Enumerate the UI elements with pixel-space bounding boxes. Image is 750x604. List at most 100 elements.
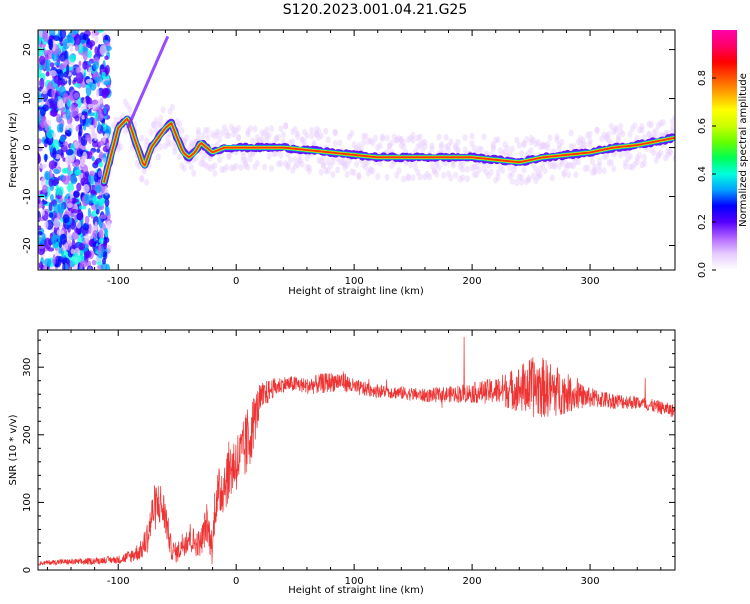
heatmap-cell <box>72 162 80 168</box>
heatmap-cell <box>278 125 284 133</box>
heatmap-cell <box>556 162 562 170</box>
heatmap-cell <box>205 127 211 134</box>
spectrogram-frame <box>37 29 676 271</box>
heatmap-cell <box>210 130 216 138</box>
heatmap-cell <box>528 134 534 142</box>
heatmap-cell <box>205 133 211 141</box>
heatmap-cell <box>247 125 253 132</box>
heatmap-cell <box>502 148 508 156</box>
heatmap-cell <box>578 135 584 142</box>
heatmap-cell <box>67 202 73 208</box>
heatmap-cell <box>526 149 532 157</box>
heatmap-cell <box>299 136 305 144</box>
heatmap-cell <box>568 143 574 151</box>
heatmap-cell <box>259 129 265 137</box>
heatmap-cell <box>93 132 98 142</box>
heatmap-cell <box>431 166 437 174</box>
heatmap-cell <box>76 182 82 192</box>
heatmap-cell <box>608 159 614 167</box>
heatmap-cell <box>295 133 300 141</box>
heatmap-cell <box>535 173 541 181</box>
heatmap-cell <box>113 116 119 124</box>
heatmap-cell <box>243 160 249 168</box>
heatmap-cell <box>670 128 675 136</box>
heatmap-cell <box>158 143 164 151</box>
heatmap-cell <box>398 135 404 143</box>
heatmap-cell <box>651 149 657 157</box>
heatmap-cell <box>446 146 451 154</box>
heatmap-cell <box>672 154 675 162</box>
heatmap-cell <box>410 136 416 144</box>
heatmap-cell <box>250 150 256 158</box>
heatmap-cell <box>361 133 367 140</box>
heatmap-cell <box>104 227 108 234</box>
heatmap-cell <box>455 146 461 154</box>
heatmap-cell <box>221 166 227 173</box>
heatmap-cell <box>656 151 661 158</box>
heatmap-cell <box>514 179 520 187</box>
heatmap-cell <box>74 44 80 52</box>
heatmap-cell <box>85 97 93 105</box>
heatmap-cell <box>94 36 99 44</box>
heatmap-cell <box>84 193 91 205</box>
y-tick-label: 10 <box>22 92 33 105</box>
heatmap-cell <box>57 70 64 81</box>
heatmap-cell <box>408 134 414 142</box>
heatmap-cell <box>646 130 652 138</box>
heatmap-cell <box>38 196 41 204</box>
heatmap-cell <box>103 251 108 260</box>
heatmap-cell <box>556 145 562 152</box>
heatmap-cell <box>100 262 108 270</box>
heatmap-cell <box>641 154 647 161</box>
heatmap-cell <box>188 163 194 171</box>
heatmap-cell <box>389 162 395 170</box>
heatmap-cell <box>90 99 99 105</box>
heatmap-cell <box>49 194 54 202</box>
heatmap-cell <box>538 171 543 179</box>
heatmap-cell <box>582 165 588 172</box>
heatmap-cell <box>247 150 253 158</box>
heatmap-cell <box>495 173 501 181</box>
heatmap-cell <box>658 149 664 157</box>
heatmap-cell <box>507 172 513 180</box>
heatmap-cell <box>98 221 103 229</box>
heatmap-cell <box>625 155 631 163</box>
heatmap-cell <box>42 30 49 43</box>
heatmap-cell <box>472 170 477 178</box>
heatmap-cell <box>481 133 487 141</box>
heatmap-cell <box>39 163 47 169</box>
heatmap-cell <box>304 154 310 162</box>
heatmap-cell <box>79 39 87 44</box>
heatmap-cell <box>545 140 551 148</box>
heatmap-cell <box>627 163 633 171</box>
heatmap-cell <box>325 158 331 166</box>
heatmap-cell <box>533 140 539 148</box>
heatmap-cell <box>656 152 661 160</box>
heatmap-cell <box>250 137 256 145</box>
heatmap-cell <box>453 171 459 179</box>
heatmap-cell <box>556 141 562 149</box>
heatmap-cell <box>585 164 591 172</box>
y-tick-label: -20 <box>22 237 33 253</box>
heatmap-cell <box>38 138 42 145</box>
heatmap-cell <box>575 158 581 166</box>
heatmap-cell <box>38 225 42 231</box>
heatmap-cell <box>575 138 581 146</box>
heatmap-cell <box>321 162 326 170</box>
heatmap-cell <box>148 128 154 136</box>
heatmap-cell <box>87 60 92 66</box>
heatmap-cell <box>39 106 46 117</box>
heatmap-cell <box>580 136 586 144</box>
heatmap-cell <box>52 132 56 138</box>
heatmap-cell <box>283 122 289 130</box>
heatmap-cell <box>653 127 659 135</box>
heatmap-cell <box>264 132 270 140</box>
heatmap-cell <box>436 163 442 171</box>
snr-ticks: -100 0 100 200 300 0 100 200 300 <box>22 330 675 587</box>
heatmap-cell <box>101 71 106 78</box>
heatmap-cell <box>62 38 70 50</box>
heatmap-cell <box>44 237 52 250</box>
heatmap-cell <box>97 140 105 147</box>
heatmap-cell <box>64 129 72 137</box>
heatmap-cell <box>102 257 106 265</box>
